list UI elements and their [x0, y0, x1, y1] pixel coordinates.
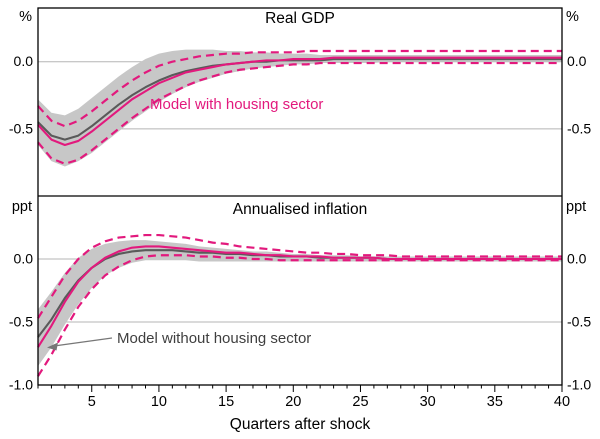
y-tick-label: 0.0 [14, 53, 34, 69]
x-tick-label: 5 [88, 394, 96, 410]
y-tick-label: -0.5 [9, 120, 33, 136]
confidence-band [38, 240, 562, 367]
x-tick-label: 35 [487, 394, 503, 410]
x-tick-label: 25 [352, 394, 368, 410]
y-axis-unit-top-right: % [566, 9, 579, 25]
annotation-model-without-housing: Model without housing sector [117, 330, 312, 347]
series-line [37, 49, 562, 128]
panel-title-real-gdp: Real GDP [265, 10, 335, 27]
series-line [37, 245, 562, 348]
annotation-arrowhead [47, 342, 58, 351]
x-tick-label: 20 [285, 394, 301, 410]
y-tick-label: -1.0 [9, 377, 33, 393]
x-tick-label: 30 [420, 394, 436, 410]
series-line [37, 57, 562, 141]
y-axis-unit-top-left: % [19, 9, 32, 25]
y-axis-unit-bottom-left: ppt [11, 199, 32, 215]
series-line [37, 56, 562, 147]
panel-title-annualised-inflation: Annualised inflation [232, 201, 368, 218]
y-tick-label: -0.5 [567, 120, 591, 136]
series-line [37, 61, 562, 165]
y-tick-label: -1.0 [567, 377, 591, 393]
x-tick-label: 10 [151, 394, 167, 410]
x-axis-title: Quarters after shock [229, 416, 371, 433]
series-line [37, 254, 562, 377]
y-tick-label: 0.0 [14, 251, 34, 267]
annotation-model-with-housing: Model with housing sector [150, 96, 324, 113]
y-tick-label: 0.0 [567, 53, 587, 69]
x-tick-label: 15 [218, 394, 234, 410]
y-tick-label: -0.5 [9, 314, 33, 330]
x-tick-label: 40 [554, 394, 570, 410]
y-tick-label: -0.5 [567, 314, 591, 330]
y-axis-unit-bottom-right: ppt [566, 199, 587, 215]
annotation-arrow [53, 337, 113, 347]
y-tick-label: 0.0 [567, 251, 587, 267]
series-line [37, 233, 562, 319]
